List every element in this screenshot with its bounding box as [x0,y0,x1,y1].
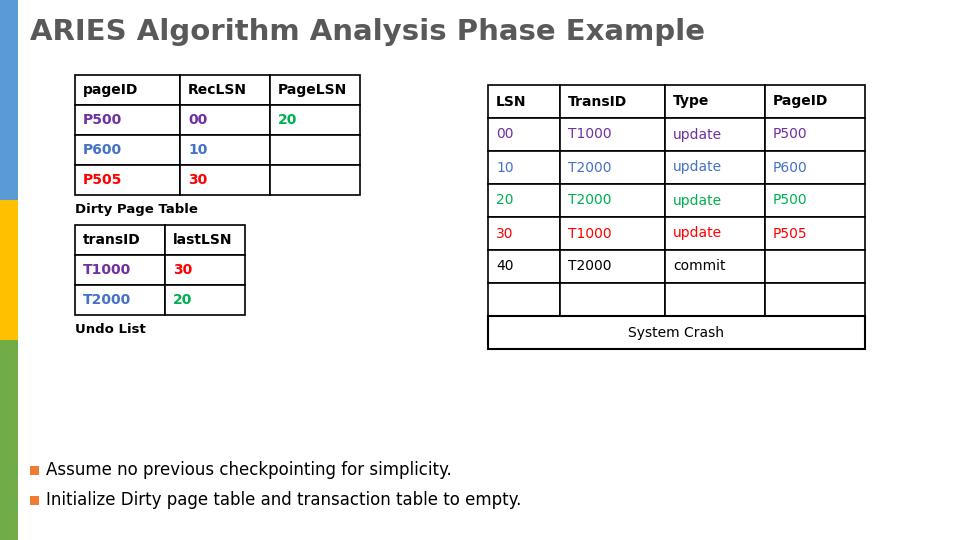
Bar [270,105,360,135]
Bar [75,165,180,195]
Bar [488,118,560,151]
Text: 30: 30 [496,226,514,240]
Text: transID: transID [83,233,141,247]
Text: Type: Type [673,94,709,109]
Text: lastLSN: lastLSN [173,233,232,247]
Text: Undo List: Undo List [75,323,146,336]
Bar [765,283,865,316]
Bar [165,285,245,315]
Text: 00: 00 [188,113,207,127]
Bar [765,250,865,283]
Bar [270,135,360,165]
Bar [165,225,245,255]
Bar [665,118,765,151]
Bar [0,340,18,540]
Text: T2000: T2000 [568,160,612,174]
Text: update: update [673,226,722,240]
Text: pageID: pageID [83,83,138,97]
Bar [665,283,765,316]
Bar [665,250,765,283]
Text: 10: 10 [496,160,514,174]
Text: T1000: T1000 [568,127,612,141]
Text: 30: 30 [173,263,192,277]
Text: P500: P500 [83,113,122,127]
Text: 20: 20 [173,293,192,307]
Bar [560,283,665,316]
Bar [560,250,665,283]
Bar [180,135,270,165]
Bar [765,217,865,250]
Bar [75,225,165,255]
Bar [560,118,665,151]
Text: update: update [673,127,722,141]
Bar [75,135,180,165]
Text: update: update [673,160,722,174]
Bar [75,285,165,315]
Bar [75,75,180,105]
Bar [165,255,245,285]
Bar [270,165,360,195]
Text: T2000: T2000 [83,293,132,307]
Text: P505: P505 [773,226,807,240]
Bar [765,151,865,184]
Text: 10: 10 [188,143,207,157]
Text: P505: P505 [83,173,122,187]
Bar [665,85,765,118]
Bar [75,255,165,285]
Bar [30,496,39,504]
Text: P500: P500 [773,127,807,141]
Text: P600: P600 [773,160,807,174]
Text: 30: 30 [188,173,207,187]
Bar [488,151,560,184]
Text: System Crash: System Crash [629,326,725,340]
Text: commit: commit [673,260,726,273]
Bar [75,105,180,135]
Text: 40: 40 [496,260,514,273]
Text: update: update [673,193,722,207]
Bar [180,75,270,105]
Text: PageID: PageID [773,94,828,109]
Bar [560,217,665,250]
Bar [560,151,665,184]
Text: Initialize Dirty page table and transaction table to empty.: Initialize Dirty page table and transact… [46,491,521,509]
Bar [180,105,270,135]
Bar [765,184,865,217]
Text: P600: P600 [83,143,122,157]
Text: T1000: T1000 [568,226,612,240]
Text: 00: 00 [496,127,514,141]
Text: T2000: T2000 [568,193,612,207]
Bar [560,85,665,118]
Bar [488,184,560,217]
Text: LSN: LSN [496,94,526,109]
Bar [560,184,665,217]
Bar [0,200,18,340]
Bar [30,465,39,475]
Text: RecLSN: RecLSN [188,83,247,97]
Text: Assume no previous checkpointing for simplicity.: Assume no previous checkpointing for sim… [46,461,452,479]
Text: T1000: T1000 [83,263,132,277]
Text: TransID: TransID [568,94,627,109]
Text: P500: P500 [773,193,807,207]
Bar [665,217,765,250]
Bar [765,85,865,118]
Bar [270,75,360,105]
Bar [180,165,270,195]
Text: Dirty Page Table: Dirty Page Table [75,203,198,216]
Text: T2000: T2000 [568,260,612,273]
Bar [665,151,765,184]
Bar [0,0,18,200]
Text: 20: 20 [278,113,298,127]
Bar [488,283,560,316]
Text: ARIES Algorithm Analysis Phase Example: ARIES Algorithm Analysis Phase Example [30,18,705,46]
Bar [488,217,560,250]
Text: 20: 20 [496,193,514,207]
Bar [488,85,560,118]
Bar [665,184,765,217]
Bar [488,250,560,283]
Bar [765,118,865,151]
Text: PageLSN: PageLSN [278,83,348,97]
Bar [488,316,865,349]
